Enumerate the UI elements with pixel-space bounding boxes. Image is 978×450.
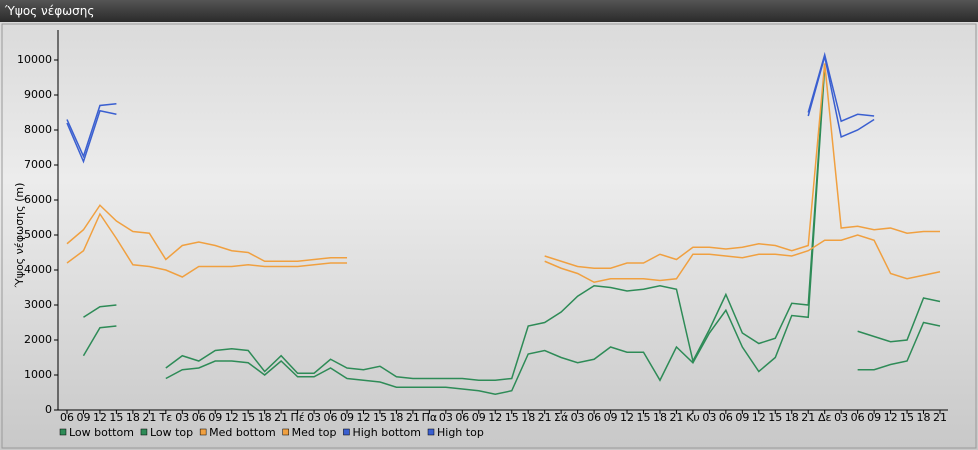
legend-label[interactable]: Low top — [150, 426, 193, 439]
legend-label[interactable]: Med bottom — [209, 426, 276, 439]
x-tick-label: 03 — [439, 411, 453, 424]
y-tick-label: 1000 — [24, 368, 52, 381]
y-tick-label: 2000 — [24, 333, 52, 346]
x-tick-label: 18 — [785, 411, 799, 424]
y-axis-label: Ύψος νέφωσης (m) — [13, 183, 26, 289]
y-tick-label: 3000 — [24, 298, 52, 311]
x-tick-label: 06 — [324, 411, 338, 424]
x-tick-label: 21 — [933, 411, 947, 424]
x-tick-label: 15 — [109, 411, 123, 424]
x-tick-label: 09 — [604, 411, 618, 424]
series-line — [66, 51, 875, 159]
x-tick-label: 18 — [258, 411, 272, 424]
x-tick-label: 12 — [884, 411, 898, 424]
y-tick-label: 8000 — [24, 123, 52, 136]
legend-label[interactable]: Low bottom — [69, 426, 134, 439]
x-tick-label: 06 — [60, 411, 74, 424]
legend-swatch — [199, 428, 207, 436]
x-tick-label: 18 — [653, 411, 667, 424]
x-tick-label: 21 — [274, 411, 288, 424]
legend-swatch — [59, 428, 67, 436]
series-line — [83, 63, 941, 381]
x-tick-label: 12 — [620, 411, 634, 424]
series-line — [82, 66, 941, 396]
x-tick-label: Πα — [422, 411, 438, 424]
x-tick-label: 15 — [637, 411, 651, 424]
x-tick-label: 15 — [900, 411, 914, 424]
x-tick-label: 09 — [735, 411, 749, 424]
x-tick-label: 03 — [702, 411, 716, 424]
y-tick-label: 7000 — [24, 158, 52, 171]
y-tick-label: 6000 — [24, 193, 52, 206]
y-tick-label: 4000 — [24, 263, 52, 276]
x-tick-label: 09 — [472, 411, 486, 424]
y-tick-label: 0 — [45, 403, 52, 416]
legend-swatch — [343, 428, 350, 436]
x-tick-label: 03 — [175, 411, 189, 424]
x-tick-label: 09 — [867, 411, 881, 424]
x-tick-label: 03 — [571, 411, 585, 424]
legend-label[interactable]: Med top — [292, 426, 337, 439]
legend-swatch — [282, 428, 289, 436]
x-tick-label: Κυ — [686, 411, 700, 424]
series-line — [66, 56, 875, 164]
x-tick-label: Τε — [158, 411, 172, 424]
x-tick-label: 21 — [538, 411, 552, 424]
x-tick-label: 15 — [768, 411, 782, 424]
x-tick-label: 09 — [76, 411, 90, 424]
x-tick-label: 12 — [225, 411, 239, 424]
x-tick-label: 21 — [142, 411, 156, 424]
x-tick-label: 03 — [307, 411, 321, 424]
x-tick-label: 12 — [752, 411, 766, 424]
x-tick-label: 21 — [801, 411, 815, 424]
y-tick-label: 9000 — [24, 88, 52, 101]
x-tick-label: 15 — [505, 411, 519, 424]
x-tick-label: 03 — [834, 411, 848, 424]
x-tick-label: 18 — [126, 411, 140, 424]
x-tick-label: 18 — [917, 411, 931, 424]
x-tick-label: 12 — [488, 411, 502, 424]
x-tick-label: 06 — [851, 411, 865, 424]
y-tick-label: 10000 — [17, 53, 52, 66]
x-tick-label: 15 — [373, 411, 387, 424]
series-line — [66, 212, 941, 284]
x-tick-label: 09 — [340, 411, 354, 424]
x-tick-label: 06 — [587, 411, 601, 424]
x-tick-label: 06 — [719, 411, 733, 424]
x-tick-label: 21 — [406, 411, 420, 424]
x-tick-label: Δε — [818, 411, 832, 424]
window-title: Ύψος νέφωσης — [0, 0, 978, 22]
x-tick-label: 12 — [93, 411, 107, 424]
legend-label[interactable]: High top — [437, 426, 484, 439]
x-tick-label: Πέ — [290, 411, 304, 424]
legend-swatch — [140, 428, 148, 436]
x-tick-label: 12 — [356, 411, 370, 424]
y-tick-label: 5000 — [24, 228, 52, 241]
chart-frame — [1, 23, 977, 449]
legend-label[interactable]: High bottom — [352, 426, 421, 439]
x-tick-label: 09 — [208, 411, 222, 424]
legend-swatch — [427, 428, 435, 436]
x-tick-label: 15 — [241, 411, 255, 424]
x-tick-label: 06 — [192, 411, 206, 424]
x-tick-label: 18 — [521, 411, 535, 424]
series-line — [66, 63, 940, 269]
x-tick-label: 18 — [389, 411, 403, 424]
x-tick-label: 06 — [455, 411, 469, 424]
x-tick-label: Σά — [554, 411, 568, 424]
x-tick-label: 21 — [669, 411, 683, 424]
